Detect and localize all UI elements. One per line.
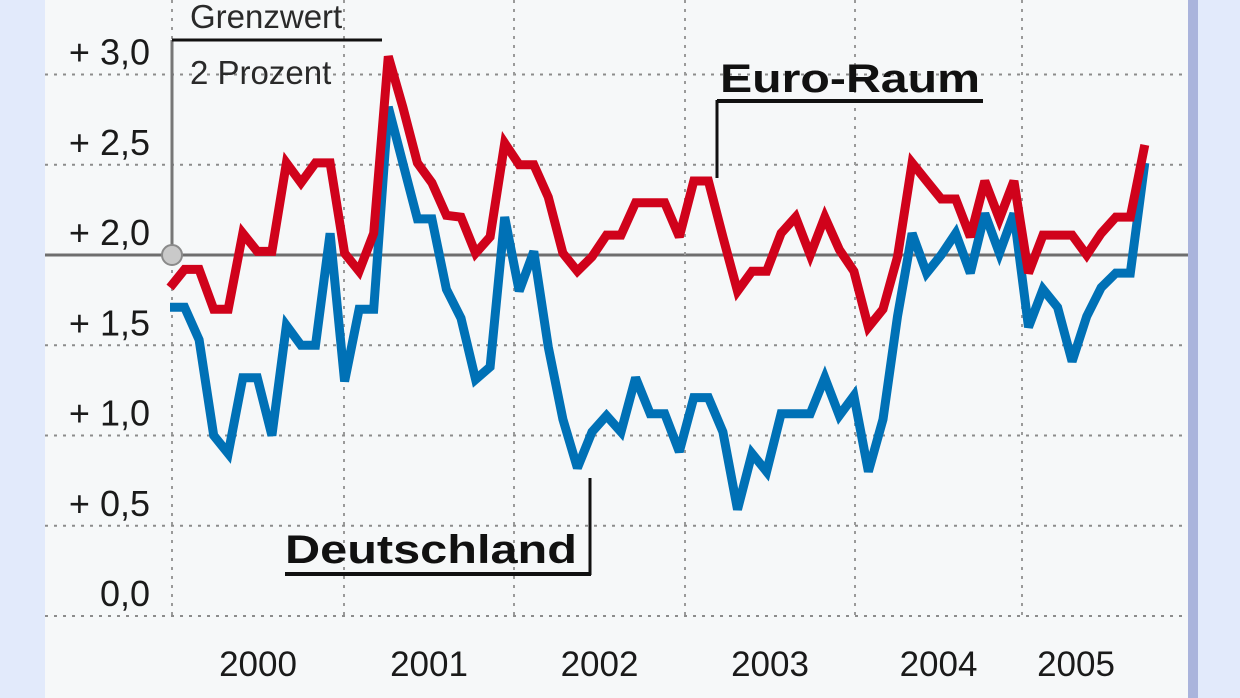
y-tick-label: + 3,0 — [69, 32, 150, 73]
plot-background — [45, 0, 1190, 698]
y-tick-label: + 1,0 — [69, 393, 150, 434]
y-axis-labels: + 3,0 + 2,5 + 2,0 + 1,5 + 1,0 + 0,5 0,0 — [69, 32, 150, 615]
y-tick-label: + 1,5 — [69, 302, 150, 343]
x-axis-labels: 2000 2001 2002 2003 2004 2005 — [219, 645, 1115, 684]
annotations: Grenzwert 2 Prozent — [170, 0, 382, 255]
right-border — [1188, 0, 1198, 698]
y-tick-label: + 2,0 — [69, 212, 150, 253]
threshold-label-line1: Grenzwert — [190, 0, 342, 35]
legend-euro-raum: Euro-Raum — [720, 57, 980, 101]
x-tick-label: 2004 — [900, 645, 978, 684]
y-tick-label: + 2,5 — [69, 122, 150, 163]
y-tick-label: + 0,5 — [69, 483, 150, 524]
x-tick-label: 2002 — [561, 645, 639, 684]
threshold-marker — [161, 244, 183, 266]
series-labels: Euro-Raum Deutschland — [285, 57, 983, 576]
x-tick-label: 2003 — [731, 645, 809, 684]
x-tick-label: 2001 — [390, 645, 468, 684]
x-tick-label: 2005 — [1037, 645, 1115, 684]
legend-deutschland: Deutschland — [285, 528, 577, 572]
y-tick-label: 0,0 — [100, 573, 150, 614]
series-line-deutschland — [170, 105, 1150, 511]
threshold-label-line2: 2 Prozent — [190, 54, 331, 91]
series-line-euro-raum — [166, 55, 1150, 337]
x-tick-label: 2000 — [219, 645, 297, 684]
series-lines — [166, 55, 1150, 511]
